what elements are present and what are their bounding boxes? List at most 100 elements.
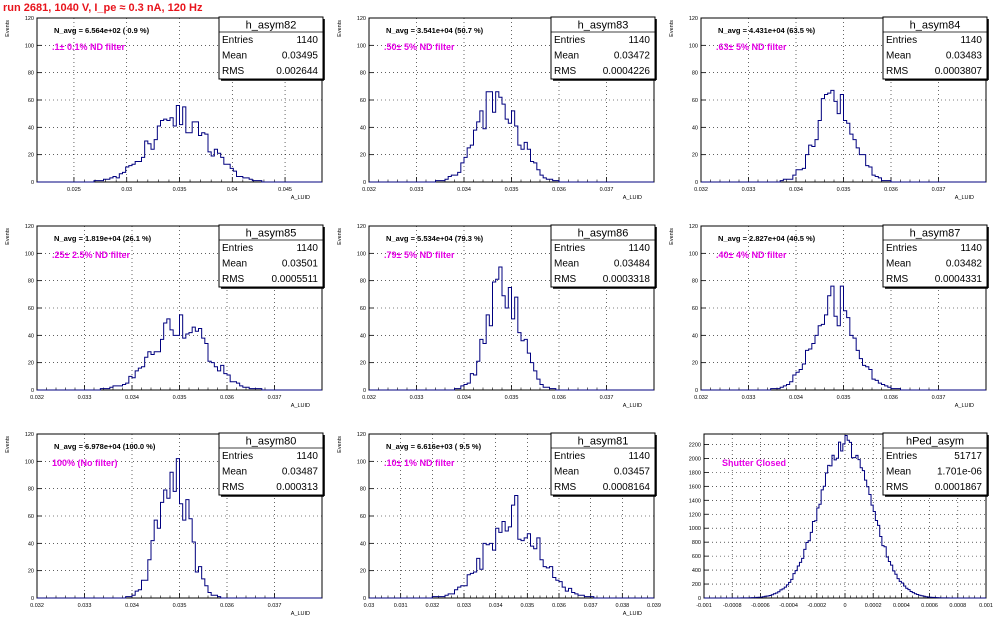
stats-label: Entries <box>886 451 917 462</box>
y-tick-label: 40 <box>28 333 34 339</box>
x-tick-label: 0.045 <box>278 187 292 193</box>
x-tick-label: 0.04 <box>227 187 238 193</box>
x-tick-label: 0.035 <box>505 395 519 401</box>
y-tick-label: 40 <box>360 541 366 547</box>
histogram-panel-h_asym83: 0.032 0.033 0.034 0.035 0.036 0.037 0 20 40 60 80 1… <box>337 16 657 201</box>
navg-label: N_avg = 1.819e+04 (26.1 %) <box>54 234 152 243</box>
x-axis-title: A_LUID <box>291 195 310 201</box>
y-axis-title: Events <box>337 228 343 245</box>
x-tick-label: 0.037 <box>584 603 598 609</box>
y-tick-label: 600 <box>692 554 701 560</box>
x-tick-label: 0.036 <box>552 395 566 401</box>
histogram-panel-h_asym81: 0.03 0.031 0.032 0.033 0.034 0.035 0.036 0.037 0… <box>337 432 661 617</box>
y-tick-label: 80 <box>28 487 34 493</box>
x-tick-label: 0.001 <box>979 603 993 609</box>
stats-label: Entries <box>222 35 253 46</box>
stats-value: 0.000313 <box>276 482 318 493</box>
y-axis-title: Events <box>5 228 11 245</box>
x-tick-label: 0.025 <box>67 187 81 193</box>
stats-label: Entries <box>886 243 917 254</box>
stats-value: 1.701e-06 <box>937 467 982 478</box>
stats-box <box>550 16 656 80</box>
x-tick-label: 0.034 <box>125 395 139 401</box>
x-tick-label: 0.034 <box>789 395 803 401</box>
y-axis-title: Events <box>5 436 11 453</box>
stats-box <box>550 432 656 496</box>
histogram-series <box>701 89 986 183</box>
y-tick-label: 0 <box>363 180 366 186</box>
y-tick-label: 20 <box>692 361 698 367</box>
histogram-name: h_asym84 <box>910 20 961 32</box>
x-tick-label: 0.034 <box>457 187 471 193</box>
histogram-name: h_asym83 <box>578 20 629 32</box>
histogram-name: h_asym86 <box>578 228 629 240</box>
stats-label: RMS <box>886 66 909 77</box>
stats-value: 1140 <box>296 35 318 46</box>
x-tick-label: 0.0004 <box>893 603 910 609</box>
x-tick-label: 0.034 <box>789 187 803 193</box>
stats-box <box>882 224 988 288</box>
y-tick-label: 60 <box>692 306 698 312</box>
y-tick-label: 120 <box>357 432 366 438</box>
filter-annotation: 100% (No filter) <box>52 458 118 468</box>
x-tick-label: 0.033 <box>410 187 424 193</box>
histogram-series <box>37 104 322 183</box>
stats-label: Entries <box>554 35 585 46</box>
y-tick-label: 100 <box>689 43 698 49</box>
y-tick-label: 0 <box>31 388 34 394</box>
filter-annotation: Shutter Closed <box>722 458 786 468</box>
y-tick-label: 60 <box>692 98 698 104</box>
y-tick-label: 1200 <box>689 512 701 518</box>
stats-value: 0.002644 <box>276 66 318 77</box>
stats-label: Mean <box>222 51 247 62</box>
y-axis-title: Events <box>669 20 675 37</box>
y-tick-label: 100 <box>357 43 366 49</box>
histogram-name: h_asym85 <box>246 228 297 240</box>
x-tick-label: -0.001 <box>696 603 712 609</box>
stats-label: RMS <box>554 482 577 493</box>
y-tick-label: 800 <box>692 540 701 546</box>
x-tick-label: 0.036 <box>220 395 234 401</box>
histogram-series <box>37 458 322 599</box>
navg-label: N_avg = 6.978e+04 (100.0 %) <box>54 442 156 451</box>
x-tick-label: 0.032 <box>694 395 708 401</box>
x-tick-label: 0.036 <box>552 603 566 609</box>
x-tick-label: -0.0006 <box>751 603 770 609</box>
stats-value: 0.0001867 <box>935 482 983 493</box>
y-tick-label: 120 <box>357 16 366 22</box>
navg-label: N_avg = 6.616e+03 ( 9.5 %) <box>386 442 482 451</box>
y-tick-label: 60 <box>360 306 366 312</box>
y-tick-label: 20 <box>360 361 366 367</box>
histogram-panel-h_asym87: 0.032 0.033 0.034 0.035 0.036 0.037 0 20 40 60 80 1… <box>669 224 989 409</box>
filter-annotation: .25± 2.5% ND filter <box>52 250 130 260</box>
histogram-name: h_asym82 <box>246 20 297 32</box>
y-tick-label: 80 <box>692 279 698 285</box>
x-tick-label: 0.036 <box>552 187 566 193</box>
y-tick-label: 100 <box>25 459 34 465</box>
y-tick-label: 40 <box>360 125 366 131</box>
stats-value: 1140 <box>296 243 318 254</box>
x-tick-label: 0.0006 <box>921 603 938 609</box>
stats-value: 0.03484 <box>614 259 651 270</box>
stats-value: 51717 <box>954 451 982 462</box>
x-tick-label: 0.033 <box>457 603 471 609</box>
y-tick-label: 200 <box>692 582 701 588</box>
histogram-series <box>369 495 654 599</box>
stats-value: 0.0004226 <box>603 66 651 77</box>
x-tick-label: 0.037 <box>600 187 614 193</box>
y-tick-label: 40 <box>360 333 366 339</box>
stats-box <box>218 432 324 496</box>
stats-value: 1140 <box>628 35 650 46</box>
y-tick-label: 20 <box>28 153 34 159</box>
histogram-series <box>369 266 654 391</box>
x-tick-label: 0.036 <box>220 603 234 609</box>
x-tick-label: 0.033 <box>78 395 92 401</box>
navg-label: N_avg = 2.827e+04 (40.5 %) <box>718 234 816 243</box>
stats-value: 1140 <box>628 243 650 254</box>
x-axis-title: A_LUID <box>291 611 310 617</box>
x-tick-label: 0.03 <box>364 603 375 609</box>
y-tick-label: 20 <box>360 153 366 159</box>
x-tick-label: 0.034 <box>489 603 503 609</box>
stats-label: Entries <box>222 243 253 254</box>
stats-label: RMS <box>886 274 909 285</box>
